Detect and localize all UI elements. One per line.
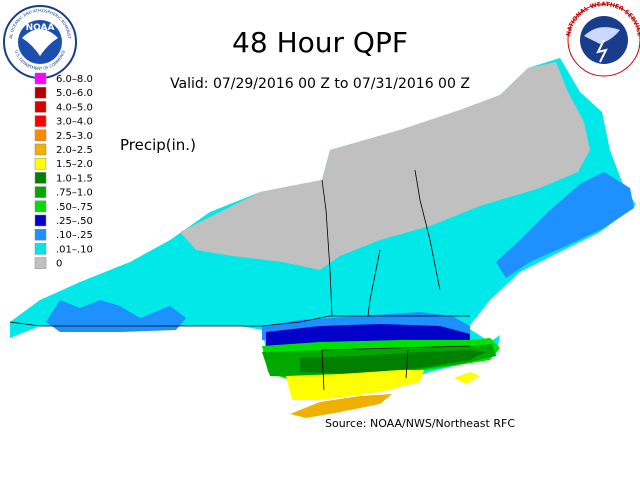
- noaa-label: NOAA: [26, 23, 55, 33]
- state-border: [321, 349, 325, 391]
- state-border: [367, 249, 381, 317]
- legend-swatch: [34, 172, 47, 184]
- subtitle: Valid: 07/29/2016 00 Z to 07/31/2016 00 …: [170, 76, 470, 92]
- legend-swatch: [34, 200, 47, 213]
- state-border: [405, 349, 409, 379]
- legend-label: .25–.50: [56, 216, 93, 227]
- legend-swatch: [34, 115, 47, 127]
- region-zero: [180, 62, 590, 270]
- legend-label: 4.0–5.0: [56, 102, 93, 113]
- legend-swatch: [34, 86, 47, 99]
- legend-label: .10–.25: [56, 230, 93, 241]
- region-light-blue: [496, 172, 634, 278]
- legend-title: Precip(in.): [120, 136, 196, 154]
- legend-swatch: [34, 186, 47, 198]
- legend: 6.0–8.0 5.0–6.0 4.0–5.0 3.0–4.0 2.5–3.0 2.0–2…: [34, 72, 93, 270]
- region-green-dark: [300, 350, 486, 374]
- map: [9, 58, 636, 418]
- legend-label: .01–.10: [56, 244, 93, 255]
- nws-logo: NATIONAL WEATHER SERVICE: [565, 1, 640, 77]
- state-border: [321, 179, 333, 317]
- legend-label: .50–.75: [56, 202, 93, 213]
- noaa-bird: [22, 29, 58, 56]
- nws-cloud: [584, 27, 620, 44]
- region-cape-yellow: [454, 372, 480, 384]
- legend-label: 1.5–2.0: [56, 159, 93, 170]
- state-border: [9, 315, 470, 327]
- legend-swatch: [34, 214, 47, 227]
- legend-label: .75–1.0: [56, 188, 93, 199]
- title: 48 Hour QPF: [232, 26, 408, 59]
- legend-swatch: [34, 243, 47, 255]
- state-border: [414, 169, 441, 291]
- legend-label: 0: [56, 259, 62, 270]
- legend-swatch: [34, 101, 47, 113]
- nws-bolt: [596, 39, 608, 63]
- legend-label: 6.0–8.0: [56, 74, 93, 85]
- legend-label: 2.5–3.0: [56, 131, 93, 142]
- legend-label: 5.0–6.0: [56, 88, 93, 99]
- legend-swatch: [34, 228, 47, 241]
- state-border: [321, 345, 471, 351]
- legend-swatch: [34, 143, 47, 156]
- source: Source: NOAA/NWS/Northeast RFC: [325, 417, 515, 430]
- region-light-blue-west: [46, 300, 186, 332]
- legend-label: 1.0–1.5: [56, 173, 93, 184]
- legend-swatch: [34, 257, 47, 269]
- legend-swatch: [34, 72, 47, 85]
- legend-swatch: [34, 129, 47, 142]
- region-gold: [290, 394, 392, 418]
- noaa-logo: NOAA NATIONAL OCEANIC AND ATMOSPHERIC AD…: [0, 0, 77, 79]
- legend-label: 2.0–2.5: [56, 145, 93, 156]
- legend-swatch: [34, 157, 47, 170]
- region-yellow: [286, 370, 424, 400]
- legend-label: 3.0–4.0: [56, 117, 93, 128]
